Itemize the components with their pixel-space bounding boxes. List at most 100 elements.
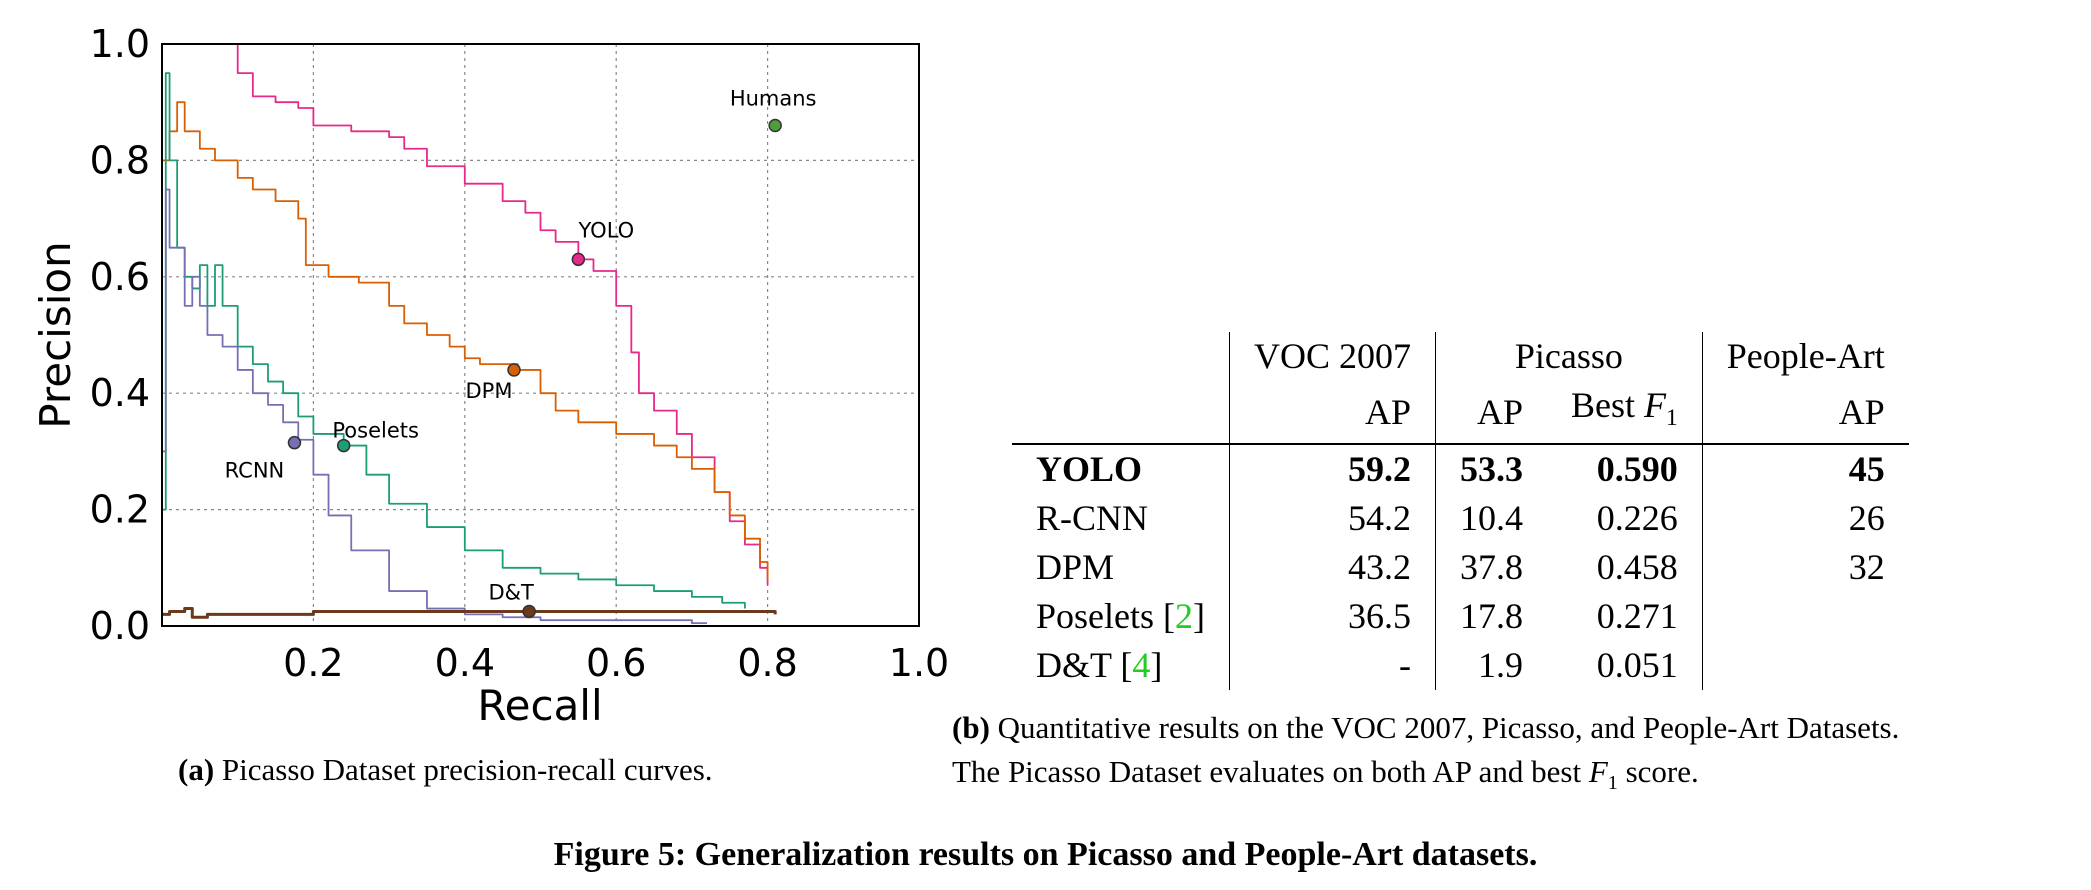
row-people-ap: 26: [1848, 498, 1885, 539]
header-people-art: People-Art: [1726, 336, 1885, 376]
point-label: Humans: [730, 86, 817, 110]
point-label: D&T: [488, 580, 534, 604]
header-people-ap: AP: [1702, 381, 1909, 446]
caption-b-text-1: Quantitative results on the VOC 2007, Pi…: [989, 710, 1900, 745]
row-voc-ap: -: [1229, 641, 1437, 691]
caption-b-f: F: [1588, 754, 1608, 789]
point-label: Poselets: [332, 419, 419, 443]
row-picasso-ap: 10.4: [1460, 498, 1524, 539]
row-method: D&T [4]: [1012, 641, 1231, 691]
method-name: Poselets: [1036, 596, 1164, 637]
header-picasso-ap: AP: [1435, 381, 1548, 446]
series-line-dpm: [162, 101, 769, 580]
point-label: RCNN: [225, 459, 285, 483]
row-f1: 0.458: [1547, 543, 1703, 593]
caption-b: (b) Quantitative results on the VOC 2007…: [952, 706, 2082, 805]
row-f1: 0.226: [1547, 494, 1703, 544]
point-humans: [768, 118, 782, 133]
row-people-ap: 45: [1848, 449, 1885, 490]
header-best-text: Best: [1571, 385, 1645, 425]
grid-lines: [162, 44, 919, 626]
series-lines: [162, 43, 777, 624]
method-name: DPM: [1036, 547, 1115, 588]
row-people-ap: [1702, 592, 1908, 641]
series-line-poselets: [162, 72, 746, 609]
table-row: YOLO 59.2 53.3 0.590 45: [1012, 444, 1909, 495]
point-label: DPM: [466, 379, 513, 403]
point-poselets: [336, 438, 351, 453]
series-line-yolo: [162, 43, 769, 586]
x-tick-label: 0.2: [283, 641, 343, 685]
row-picasso-ap: 17.8: [1460, 596, 1524, 637]
row-f1: 0.590: [1547, 444, 1703, 495]
row-people-ap: 32: [1848, 547, 1885, 588]
header-f: F: [1644, 385, 1667, 425]
y-tick-label: 0.4: [90, 371, 150, 415]
point-rcnn: [287, 435, 302, 450]
row-picasso-ap: 1.9: [1478, 645, 1524, 686]
row-method: YOLO: [1012, 444, 1231, 495]
row-voc-ap: 54.2: [1229, 494, 1437, 544]
x-tick-label: 0.6: [586, 641, 646, 685]
header-voc: VOC 2007: [1229, 332, 1437, 381]
caption-b-line-2: The Picasso Dataset evaluates on both AP…: [952, 750, 2082, 805]
results-table: VOC 2007 Picasso People-Art AP AP Best F…: [1012, 332, 1909, 691]
row-method: DPM: [1012, 543, 1231, 593]
series-line-dt: [162, 607, 777, 619]
point-label: YOLO: [577, 218, 634, 242]
row-f1: 0.051: [1547, 641, 1703, 691]
row-voc-ap: 43.2: [1229, 543, 1437, 593]
row-picasso-ap: 53.3: [1460, 449, 1524, 490]
caption-b-text-2b: score.: [1617, 754, 1699, 789]
row-method: Poselets [2]: [1012, 592, 1231, 642]
point-yolo: [571, 252, 586, 267]
y-axis-label: Precision: [31, 241, 80, 428]
header-picasso: Picasso: [1435, 332, 1703, 381]
header-f-sub: 1: [1666, 405, 1678, 432]
header-method: [1012, 332, 1231, 381]
x-tick-label: 1.0: [889, 641, 949, 685]
caption-a-text: Picasso Dataset precision-recall curves.: [214, 752, 713, 787]
citation-link[interactable]: 4: [1132, 645, 1151, 686]
x-axis-label: Recall: [477, 681, 602, 730]
citation-link[interactable]: 2: [1175, 596, 1194, 637]
series-line-rcnn: [162, 188, 708, 624]
y-tick-label: 0.6: [90, 255, 150, 299]
caption-b-text-2a: The Picasso Dataset evaluates on both AP…: [952, 754, 1589, 789]
y-tick-label: 0.2: [90, 488, 150, 532]
point-dt: [522, 604, 536, 619]
header-best-f1: Best F1: [1547, 381, 1703, 446]
figure-caption: Figure 5: Generalization results on Pica…: [553, 836, 1538, 873]
x-tick-label: 0.4: [435, 641, 495, 685]
header-row-1: VOC 2007 Picasso People-Art: [1012, 332, 1909, 381]
point-dpm: [507, 363, 521, 377]
y-tick-label: 0.0: [90, 604, 150, 648]
operating-points: Humans YOLO DPM Poselets RCNN D&T: [225, 86, 817, 619]
table-row: D&T [4] - 1.9 0.051: [1012, 641, 1909, 691]
method-name: R-CNN: [1036, 498, 1149, 539]
row-people-ap: [1702, 641, 1908, 690]
row-voc-ap: 36.5: [1229, 592, 1437, 642]
plot-frame: [161, 43, 920, 627]
caption-a: (a) Picasso Dataset precision-recall cur…: [178, 752, 878, 788]
caption-b-f-sub: 1: [1607, 772, 1618, 795]
header-method-2: [1012, 381, 1231, 446]
row-f1: 0.271: [1547, 592, 1703, 642]
table-row: R-CNN 54.2 10.4 0.226 26: [1012, 494, 1909, 544]
tick-labels: 0.2 0.4 0.6 0.8 1.0 0.0 0.2 0.4 0.6 0.8 1.0: [90, 22, 950, 685]
x-tick-label: 0.8: [737, 641, 797, 685]
table-row: DPM 43.2 37.8 0.458 32: [1012, 543, 1909, 593]
row-picasso-ap: 37.8: [1460, 547, 1524, 588]
header-voc-ap: AP: [1229, 381, 1437, 446]
method-name: D&T: [1036, 645, 1121, 686]
caption-a-label: (a): [178, 752, 215, 787]
row-voc-ap: 59.2: [1229, 444, 1437, 495]
y-tick-label: 0.8: [90, 138, 150, 182]
row-method: R-CNN: [1012, 494, 1231, 544]
method-name: YOLO: [1036, 449, 1143, 490]
table-row: Poselets [2] 36.5 17.8 0.271: [1012, 592, 1909, 642]
caption-b-line-1: (b) Quantitative results on the VOC 2007…: [952, 706, 2082, 750]
y-tick-label: 1.0: [90, 22, 150, 66]
caption-b-label: (b): [952, 710, 990, 745]
header-row-2: AP AP Best F1 AP: [1012, 381, 1909, 446]
